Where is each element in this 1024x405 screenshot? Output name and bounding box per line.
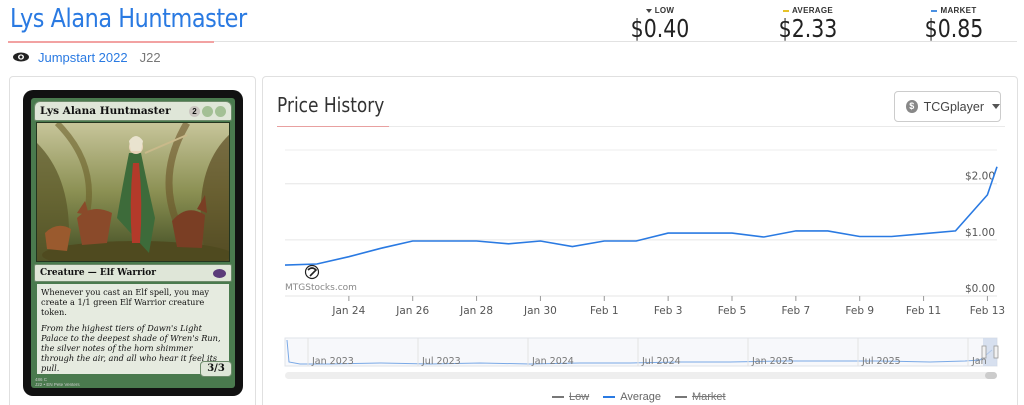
market-marker-icon [931,9,938,12]
set-row: Jumpstart 2022 J22 [12,48,161,66]
x-tick-label: Feb 1 [590,305,619,317]
legend-label-low: Low [569,391,590,403]
generic-mana-icon: 2 [189,105,200,117]
dollar-coin-icon: $ [906,100,918,113]
legend-label-average: Average [620,391,661,403]
legend-swatch-market [674,396,687,398]
average-marker-icon [782,9,789,12]
low-price-label: LOW [654,6,675,15]
y-tick-label: $0.00 [965,283,995,295]
chart-watermark: MTGStocks.com [285,283,357,293]
x-tick-label: Feb 3 [654,305,683,317]
navigator-label: Jan 2024 [531,356,574,367]
navigator-right-handle[interactable] [993,345,999,359]
card-type-line: Creature — Elf Warrior [40,268,156,278]
low-price-stat: LOW $0.40 [610,6,710,43]
legend-item-low[interactable]: Low [552,391,589,403]
average-price-stat: AVERAGE $2.33 [758,6,858,43]
price-history-title: Price History [277,93,385,117]
navigator-label: Jan 2023 [311,356,354,367]
legend-item-average[interactable]: Average [603,391,661,403]
legend-swatch-average [603,396,616,398]
chevron-down-icon [992,104,1000,109]
legend-swatch-low [552,396,564,398]
chart-scrollbar[interactable] [285,372,997,379]
chart-legend: Low Average Market [552,391,740,403]
vendor-dropdown[interactable]: $ TCGplayer [894,91,1001,122]
card-artist-credit: J22 • EN Pete Venters [35,382,80,387]
price-history-underline [277,126,389,127]
x-tick-label: Feb 11 [906,305,941,317]
low-price-value: $0.40 [630,14,690,43]
card-text-box: Whenever you cast an Elf spell, you may … [37,284,229,374]
x-tick-label: Jan 26 [395,305,429,317]
market-price-value: $0.85 [924,14,984,43]
average-price-label-row: AVERAGE [758,6,858,15]
card-art-illustration [37,123,229,261]
card-type-bar: Creature — Elf Warrior [34,264,232,282]
chart-navigator[interactable]: Jan 2023 Jul 2023 Jan 2024 Jul 2024 Jan 2025… [284,337,999,379]
navigator-series-line [286,339,993,365]
price-history-divider [389,126,1005,127]
x-tick-label: Feb 13 [970,305,1005,317]
card-name: Lys Alana Huntmaster [40,105,171,117]
green-mana-icon [202,105,213,117]
card-rules-text: Whenever you cast an Elf spell, you may … [41,287,210,317]
header-divider [214,41,1017,42]
average-series-line [284,166,998,266]
navigator-label: Jul 2023 [421,356,461,367]
x-tick-label: Jan 30 [523,305,557,317]
card-art [36,122,230,262]
x-tick-label: Feb 5 [718,305,747,317]
card-footer: 486 C J22 • EN Pete Venters [35,377,80,387]
x-tick-label: Feb 7 [782,305,811,317]
set-rarity-icon [213,268,226,278]
navigator-selection[interactable] [983,338,997,366]
vendor-dropdown-label: TCGplayer [923,99,984,114]
y-tick-label: $2.00 [965,171,995,183]
x-tick-label: Feb 9 [845,305,874,317]
card-face: Lys Alana Huntmaster 2 [31,98,235,388]
card-image-panel: Lys Alana Huntmaster 2 [9,76,256,405]
card-flavor-text: From the highest tiers of Dawn's Light P… [41,323,221,373]
navigator-label: Jan [971,356,987,367]
chart-grid [285,149,997,297]
power-toughness: 3/3 [200,361,232,377]
set-code: J22 [139,49,161,65]
x-tick-label: Jan 28 [459,305,493,317]
market-price-label-row: MARKET [904,6,1004,15]
title-underline [8,41,214,43]
navigator-label: Jul 2025 [861,356,901,367]
page-title: Lys Alana Huntmaster [10,4,247,34]
down-arrow-icon [645,8,652,13]
chart-y-axis: $0.00 $1.00 $2.00 [965,171,995,295]
navigator-label: Jan 2025 [751,356,794,367]
navigator-left-handle[interactable] [981,345,987,359]
navigator-labels: Jan 2023 Jul 2023 Jan 2024 Jul 2024 Jan 2025… [307,338,987,367]
legend-label-market: Market [691,391,726,403]
low-price-label-row: LOW [610,6,710,15]
x-tick-label: Jan 24 [331,305,365,317]
legend-item-market[interactable]: Market [674,391,726,403]
green-mana-icon [215,105,226,117]
average-price-label: AVERAGE [791,6,834,15]
average-price-value: $2.33 [778,14,838,43]
mtgstocks-logo-icon [304,264,320,280]
y-tick-label: $1.00 [965,227,995,239]
set-name-link[interactable]: Jumpstart 2022 [38,49,128,65]
card-name-bar: Lys Alana Huntmaster 2 [34,101,232,121]
chart-x-axis: Jan 24 Jan 26 Jan 28 Jan 30 Feb 1 Feb 3 Feb 5 F… [331,296,1005,317]
card-image[interactable]: Lys Alana Huntmaster 2 [23,90,243,396]
mana-cost: 2 [189,105,226,117]
set-symbol-icon [13,52,29,62]
market-price-label: MARKET [940,6,977,15]
chart-scrollbar-thumb[interactable] [985,372,997,379]
card-collector-number: 486 C [35,377,48,382]
market-price-stat: MARKET $0.85 [904,6,1004,43]
navigator-label: Jul 2024 [641,356,681,367]
